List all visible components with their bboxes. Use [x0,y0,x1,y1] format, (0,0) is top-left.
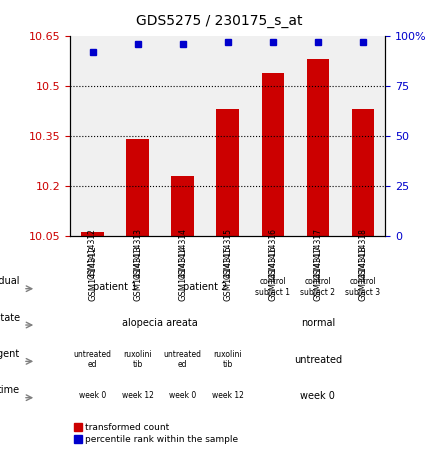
Text: patient 1: patient 1 [93,282,137,292]
Legend: transformed count, percentile rank within the sample: transformed count, percentile rank withi… [74,423,239,444]
Text: patient 2: patient 2 [183,282,227,292]
Text: GSM1414314: GSM1414314 [178,228,187,279]
Text: untreated
ed: untreated ed [164,350,202,369]
Text: week 0: week 0 [169,391,196,400]
Text: time: time [0,386,20,395]
Text: control
subject 1: control subject 1 [255,277,290,297]
Text: individual: individual [0,276,20,286]
Bar [307,59,329,236]
Text: agent: agent [0,349,20,359]
Text: week 0: week 0 [79,391,106,400]
Text: untreated: untreated [294,355,342,365]
Text: disease state: disease state [0,313,20,323]
Text: GSM1414317: GSM1414317 [313,228,322,279]
Bar [81,232,104,236]
Text: alopecia areata: alopecia areata [122,318,198,328]
Text: control
subject 2: control subject 2 [300,277,336,297]
Bar [216,109,239,236]
Text: GSM1414312: GSM1414312 [88,228,97,279]
Text: control
subject 3: control subject 3 [345,277,381,297]
Text: GDS5275 / 230175_s_at: GDS5275 / 230175_s_at [136,14,302,28]
Text: GSM1414315: GSM1414315 [223,228,232,279]
Text: GSM1414318: GSM1414318 [358,228,367,279]
Text: GSM1414313: GSM1414313 [133,228,142,279]
Bar [171,176,194,236]
Text: week 12: week 12 [212,391,244,400]
Text: ruxolini
tib: ruxolini tib [213,350,242,369]
Text: normal: normal [301,318,335,328]
Text: week 12: week 12 [122,391,154,400]
Text: untreated
ed: untreated ed [74,350,112,369]
Bar [127,139,149,236]
Bar [261,73,284,236]
Bar [352,109,374,236]
Text: ruxolini
tib: ruxolini tib [124,350,152,369]
Text: GSM1414316: GSM1414316 [268,228,277,279]
Text: week 0: week 0 [300,391,336,401]
